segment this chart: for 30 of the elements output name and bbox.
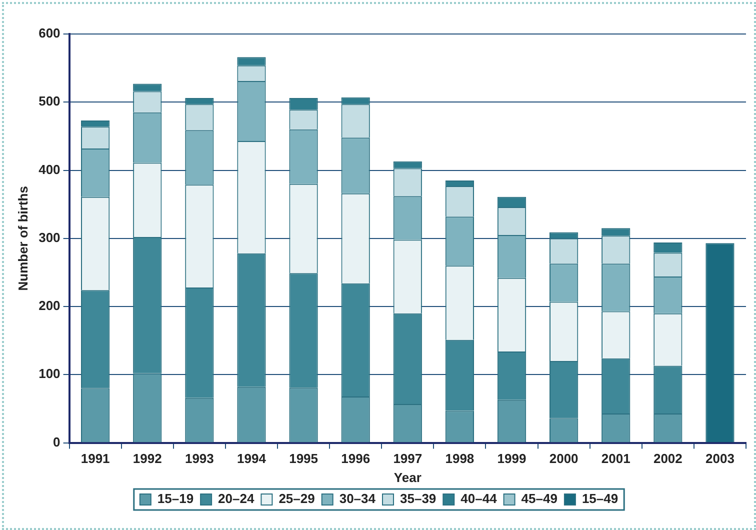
legend-label: 15–49 — [582, 491, 618, 506]
x-tick-label: 1991 — [80, 451, 110, 466]
x-tick-label: 2002 — [653, 451, 682, 466]
legend-label: 30–34 — [339, 491, 376, 506]
x-tick-label: 1994 — [237, 451, 267, 466]
x-tick-label: 1993 — [184, 451, 214, 466]
legend-label: 25–29 — [278, 491, 315, 506]
x-tick-label: 2001 — [601, 451, 630, 466]
x-tick-label: 2000 — [549, 451, 578, 466]
legend-label: 15–19 — [157, 491, 194, 506]
legend-label: 20–24 — [218, 491, 255, 506]
x-axis-title: Year — [394, 470, 422, 485]
y-tick-label: 300 — [38, 230, 60, 245]
y-tick-label: 200 — [38, 298, 60, 314]
y-tick-label: 500 — [38, 94, 60, 109]
x-tick-label: 1999 — [497, 451, 526, 466]
y-tick-label: 0 — [53, 434, 60, 450]
x-tick-label: 1998 — [445, 451, 474, 466]
y-tick-label: 400 — [38, 162, 60, 177]
legend-label: 40–44 — [460, 491, 498, 506]
x-tick-label: 1995 — [289, 451, 318, 466]
y-axis-title: Number of births — [15, 186, 30, 291]
legend-label: 35–39 — [400, 491, 436, 506]
x-tick-label: 2003 — [706, 451, 734, 466]
x-tick-label: 1992 — [132, 451, 162, 466]
x-tick-label: 1996 — [341, 451, 370, 466]
legend-label: 45–49 — [521, 491, 558, 506]
y-tick-label: 600 — [38, 26, 60, 41]
x-tick-label: 1997 — [393, 451, 422, 466]
y-tick-label: 100 — [38, 366, 60, 382]
